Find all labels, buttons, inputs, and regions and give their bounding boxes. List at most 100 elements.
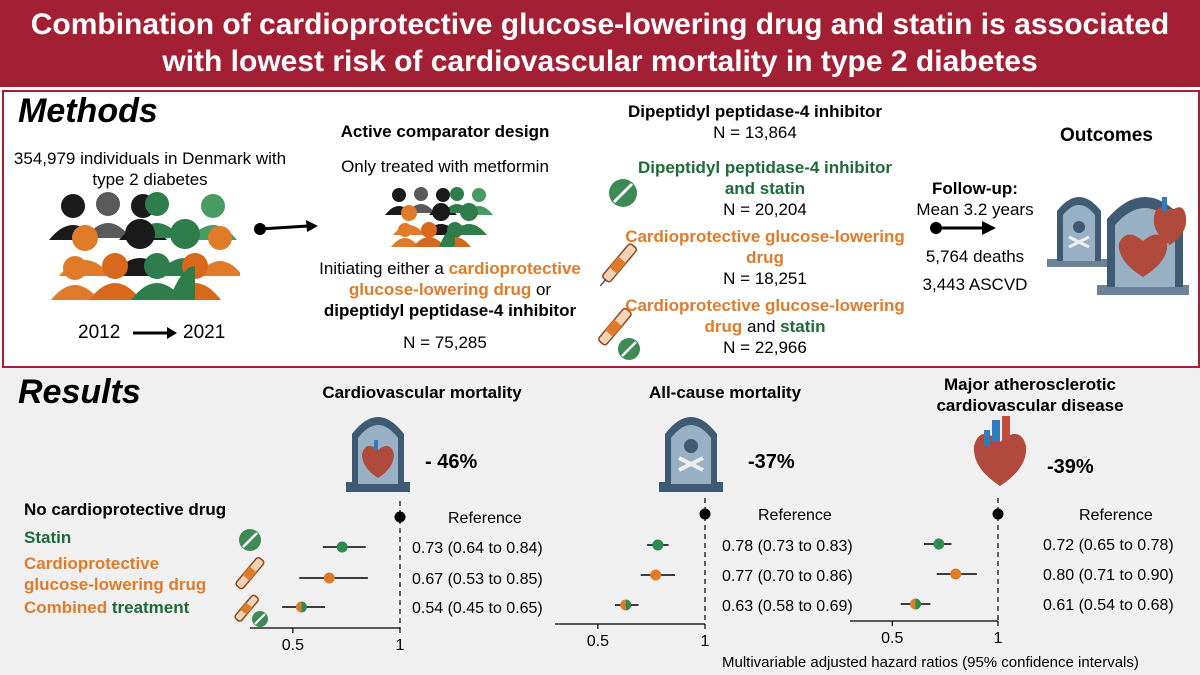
panel3-point-0 [992, 508, 1004, 520]
panel3-point-1 [933, 538, 945, 550]
followup-value: Mean 3.2 years [916, 200, 1034, 219]
year-end: 2021 [183, 322, 226, 343]
outcomes-tombstones-icon [1047, 197, 1189, 295]
panel1-tombstone-heart-icon [346, 417, 410, 492]
pen-injector-icon [599, 243, 637, 287]
footnote: Multivariable adjusted hazard ratios (95… [722, 654, 1139, 671]
panel2-tick-label-1: 1 [701, 633, 710, 650]
panel3-point-3-right [915, 598, 922, 610]
panel3-label-1: 0.72 (0.65 to 0.78) [1043, 537, 1174, 554]
results-pen-icon [235, 556, 265, 590]
group-combined-and: and [742, 317, 781, 336]
panel1-label-0: Reference [448, 510, 522, 527]
panel1-title: Cardiovascular mortality [322, 383, 522, 402]
panel1-tick-label-0: 0.5 [282, 637, 304, 654]
design-subtitle: Only treated with metformin [341, 157, 549, 176]
group-glucose-drug: Cardioprotective glucose-lowering drug N… [615, 226, 915, 289]
deaths-count: 5,764 deaths [925, 247, 1025, 266]
group-glucose-label-1: Cardioprotective glucose-lowering [625, 227, 905, 246]
group-dpp4-statin-label-2: and statin [724, 179, 806, 198]
panel1-tick-label-1: 1 [396, 637, 405, 654]
panel3-label-3: 0.61 (0.54 to 0.68) [1043, 597, 1174, 614]
group-glucose-label-2: drug [746, 248, 784, 267]
panel1-point-1 [336, 541, 348, 553]
statin-pill-icon [609, 179, 637, 207]
panel3-title-1: Major atherosclerotic [944, 375, 1116, 394]
group-combined: Cardioprotective glucose-lowering drug a… [615, 295, 915, 358]
population-text: 354,979 individuals in Denmark with type… [10, 148, 290, 190]
group-dpp4-label: Dipeptidyl peptidase-4 inhibitor [627, 102, 883, 121]
header-banner: Combination of cardioprotective glucose-… [0, 0, 1200, 87]
followup-title: Follow-up: [932, 179, 1018, 198]
group-combined-drug: drug [704, 317, 743, 336]
init-pre: Initiating either a [319, 259, 449, 278]
panel2-point-2 [650, 569, 662, 581]
panel1-point-2 [323, 572, 335, 584]
row-label-glucose-2: glucose-lowering drug [24, 575, 207, 594]
panel2-label-2: 0.77 (0.70 to 0.86) [722, 568, 853, 585]
population-line-2: type 2 diabetes [92, 170, 208, 189]
row-label-glucose-1: Cardioprotective [24, 554, 160, 573]
panel2-point-3-right [625, 599, 632, 611]
title-line-1: Combination of cardioprotective glucose-… [30, 8, 1170, 41]
flow-arrow-2-icon [930, 221, 996, 235]
panel3-title: Major atherosclerotic cardiovascular dis… [920, 374, 1140, 416]
panel2-point-3-left [620, 599, 626, 611]
group-glucose-n: N = 18,251 [723, 269, 807, 288]
population-line-1: 354,979 individuals in Denmark with [13, 149, 287, 168]
total-n: N = 75,285 [403, 333, 487, 352]
panel2-tick-label-0: 0.5 [587, 633, 609, 650]
panel3-title-2: cardiovascular disease [936, 396, 1124, 415]
group-dpp4-statin-label-1: Dipeptidyl peptidase-4 inhibitor [637, 158, 893, 177]
panel2-label-3: 0.63 (0.58 to 0.69) [722, 598, 853, 615]
panel1-label-2: 0.67 (0.53 to 0.85) [412, 571, 543, 588]
results-pen-pill-icon [234, 594, 268, 627]
panel1-point-3-left [295, 601, 302, 613]
group-dpp4-statin: Dipeptidyl peptidase-4 inhibitor and sta… [615, 157, 915, 220]
panel1-label-1: 0.73 (0.64 to 0.84) [412, 540, 543, 557]
panel3-reduction: -39% [1047, 456, 1094, 478]
panel3-label-2: 0.80 (0.71 to 0.90) [1043, 567, 1174, 584]
methods-title: Methods [18, 92, 158, 130]
panel2-title: All-cause mortality [648, 383, 802, 402]
panel2-reduction: -37% [748, 451, 795, 473]
panel3-label-0: Reference [1079, 507, 1153, 524]
panel1-point-0 [394, 511, 406, 523]
init-or: or [531, 280, 552, 299]
year-start: 2012 [78, 322, 121, 343]
flow-arrow-1-icon [254, 220, 318, 235]
results-title: Results [18, 373, 141, 411]
group-combined-statin: statin [780, 317, 826, 336]
panel2-tombstone-skull-icon [659, 417, 723, 492]
init-glucose-drug: glucose-lowering drug [348, 280, 532, 299]
panel3-heart-icon [973, 416, 1027, 486]
followup: Follow-up: Mean 3.2 years [905, 178, 1045, 220]
outcomes-title: Outcomes [1060, 125, 1153, 146]
row-label-combined-2: treatment [107, 598, 190, 617]
panel3-tick-label-0: 0.5 [881, 630, 903, 647]
group-dpp4-statin-n: N = 20,204 [723, 200, 807, 219]
panel2-point-1 [652, 539, 664, 551]
group-dpp4: Dipeptidyl peptidase-4 inhibitor N = 13,… [605, 101, 905, 143]
panel3-point-2 [950, 568, 962, 580]
results-statin-pill-icon [239, 529, 261, 551]
title-line-2: with lowest risk of cardiovascular morta… [162, 45, 1038, 78]
row-label-glucose: Cardioprotective glucose-lowering drug [24, 553, 206, 595]
pen-and-pill-icon [598, 307, 640, 360]
timeline-arrow-icon [133, 327, 177, 339]
panel3-tick-label-1: 1 [994, 630, 1003, 647]
design-title: Active comparator design [340, 122, 550, 141]
panel2-point-0 [699, 508, 711, 520]
row-label-combined: Combined treatment [24, 597, 189, 618]
init-cardioprotective: cardioprotective [448, 259, 581, 278]
cohort-people-icon [385, 187, 493, 247]
row-label-none: No cardioprotective drug [24, 500, 227, 519]
population-people-icon [49, 192, 240, 300]
group-combined-n: N = 22,966 [723, 338, 807, 357]
group-combined-label-1: Cardioprotective glucose-lowering [625, 296, 905, 315]
panel2-label-0: Reference [758, 507, 832, 524]
panel1-point-3-right [301, 601, 307, 613]
row-label-combined-1: Combined [24, 598, 108, 617]
row-label-statin: Statin [24, 528, 72, 547]
